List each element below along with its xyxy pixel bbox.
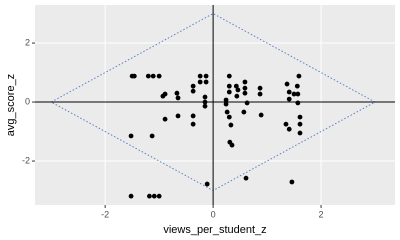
point <box>297 114 303 120</box>
x-tick-label: -2 <box>101 209 109 219</box>
point <box>295 100 301 106</box>
point <box>197 73 203 79</box>
point <box>224 109 230 115</box>
y-tick-label: 2 <box>25 37 30 47</box>
point <box>289 179 295 185</box>
point <box>257 85 263 91</box>
point <box>202 103 208 109</box>
x-tick-label: 0 <box>211 209 216 219</box>
point <box>235 87 241 93</box>
point <box>244 100 250 106</box>
point <box>162 91 168 97</box>
point <box>203 73 209 79</box>
point <box>197 79 203 85</box>
point <box>131 73 137 79</box>
point <box>257 91 263 97</box>
point <box>202 94 208 100</box>
point <box>294 83 300 89</box>
point <box>297 121 303 127</box>
point <box>150 73 156 79</box>
point <box>297 130 303 136</box>
point <box>145 73 151 79</box>
point <box>242 79 248 85</box>
point <box>147 193 152 199</box>
y-axis-title: avg_score_z <box>5 74 17 136</box>
point <box>295 91 301 97</box>
point <box>242 90 248 96</box>
point <box>156 193 162 199</box>
point <box>223 97 229 103</box>
x-tick-label: 2 <box>319 209 324 219</box>
point <box>226 89 232 95</box>
point <box>258 112 264 118</box>
x-axis-title: views_per_student_z <box>163 224 266 236</box>
point <box>286 89 292 95</box>
point <box>286 96 292 102</box>
y-tick-label: 0 <box>25 96 30 106</box>
point <box>175 95 181 101</box>
point <box>286 126 292 132</box>
point <box>242 85 248 91</box>
point <box>162 116 168 122</box>
point <box>283 121 289 127</box>
point <box>226 73 232 79</box>
point <box>149 133 155 139</box>
panel-background <box>35 5 395 205</box>
point <box>190 113 196 119</box>
point <box>226 114 232 120</box>
point <box>128 133 134 139</box>
point <box>174 90 180 96</box>
point <box>241 109 247 115</box>
point <box>291 91 297 97</box>
point <box>190 121 196 127</box>
point <box>203 79 209 85</box>
y-tick-label: -2 <box>22 155 30 165</box>
point <box>190 88 196 94</box>
point <box>284 81 290 87</box>
point <box>233 83 239 89</box>
point <box>190 83 196 89</box>
point <box>296 73 302 79</box>
point <box>156 73 162 79</box>
point <box>223 101 229 107</box>
point <box>128 193 134 199</box>
reference-diamond <box>50 12 377 192</box>
point <box>243 175 249 181</box>
point <box>151 193 157 199</box>
point <box>229 142 235 148</box>
point <box>228 122 234 128</box>
point <box>204 181 210 187</box>
point <box>175 113 181 119</box>
point <box>202 99 208 105</box>
point <box>234 93 240 99</box>
point <box>226 83 232 89</box>
